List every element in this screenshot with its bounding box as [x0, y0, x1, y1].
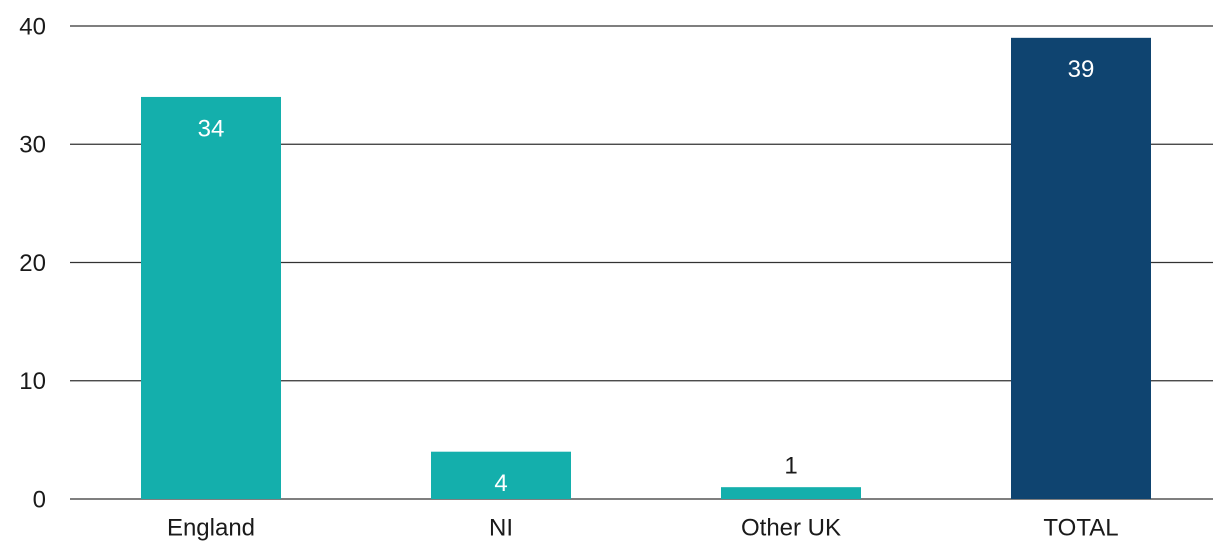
bar: [721, 487, 861, 499]
bar: [141, 96, 281, 499]
y-tick-label: 40: [19, 13, 46, 40]
y-tick-label: 10: [19, 368, 46, 395]
bar: [1011, 37, 1151, 499]
y-tick-label: 0: [33, 486, 46, 513]
x-tick-label: Other UK: [741, 514, 841, 541]
data-label: 34: [198, 115, 225, 142]
x-tick-label: NI: [489, 514, 513, 541]
bar: [431, 451, 571, 499]
x-tick-label: TOTAL: [1043, 514, 1118, 541]
data-label: 4: [494, 470, 507, 497]
x-tick-label: England: [167, 514, 255, 541]
y-tick-label: 30: [19, 132, 46, 159]
y-tick-label: 20: [19, 250, 46, 277]
data-label: 1: [784, 453, 797, 480]
data-label: 39: [1068, 56, 1095, 83]
